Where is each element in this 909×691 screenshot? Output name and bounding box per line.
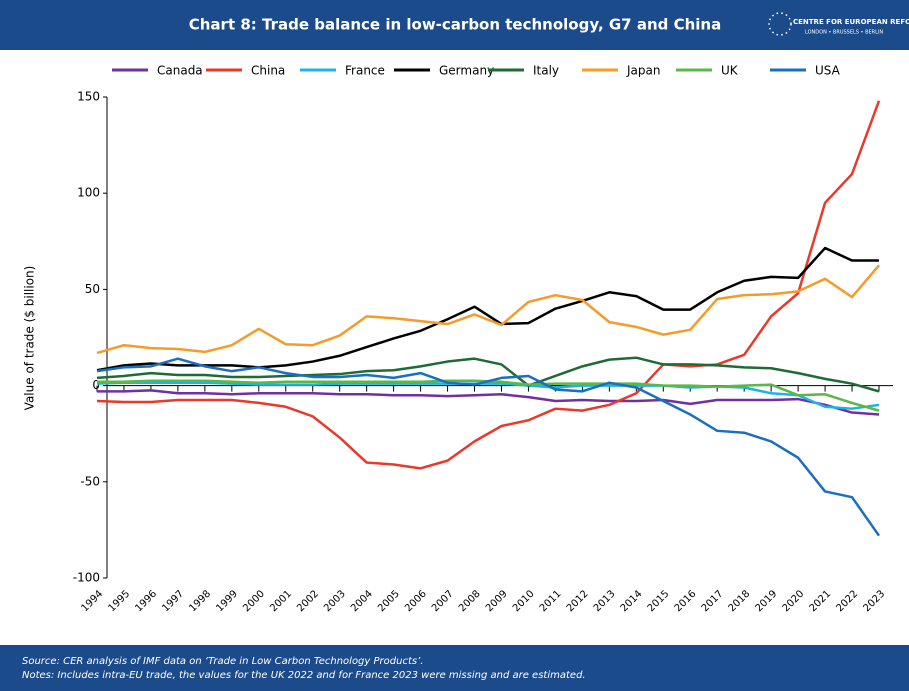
logo-cities: LONDON • BRUSSELS • BERLIN: [805, 30, 883, 36]
legend-label: UK: [721, 64, 739, 78]
y-tick-label: -50: [80, 474, 100, 488]
series-line: [96, 357, 881, 537]
chart-title: Chart 8: Trade balance in low-carbon tec…: [189, 16, 722, 34]
series-line: [96, 264, 880, 355]
y-tick-label: 50: [85, 282, 100, 296]
legend-label: USA: [815, 64, 841, 78]
series-line: [97, 389, 880, 416]
legend-label: France: [345, 64, 385, 78]
header-band: [0, 0, 909, 50]
y-axis-label: Value of trade ($ billion): [23, 266, 37, 411]
footer-band: [0, 645, 909, 691]
source-note: Source: CER analysis of IMF data on ‘Tra…: [22, 656, 423, 667]
y-tick-label: 150: [77, 90, 100, 104]
legend-label: Canada: [157, 64, 203, 78]
series-line: [96, 100, 881, 470]
logo: CENTRE FOR EUROPEAN REFORM LONDON • BRUS…: [768, 12, 909, 36]
legend-label: Italy: [533, 64, 559, 78]
legend-label: China: [251, 64, 285, 78]
series-line: [96, 356, 880, 393]
series-line: [96, 381, 880, 410]
y-tick-label: -100: [73, 571, 100, 585]
legend-label: Germany: [439, 64, 494, 78]
series-line: [96, 246, 879, 372]
y-tick-label: 100: [77, 186, 100, 200]
notes: Notes: Includes intra-EU trade, the valu…: [22, 670, 586, 681]
legend-label: Japan: [626, 64, 660, 78]
y-tick-label: 0: [92, 378, 100, 392]
logo-stars: [768, 12, 792, 36]
logo-name: CENTRE FOR EUROPEAN REFORM: [793, 18, 909, 26]
